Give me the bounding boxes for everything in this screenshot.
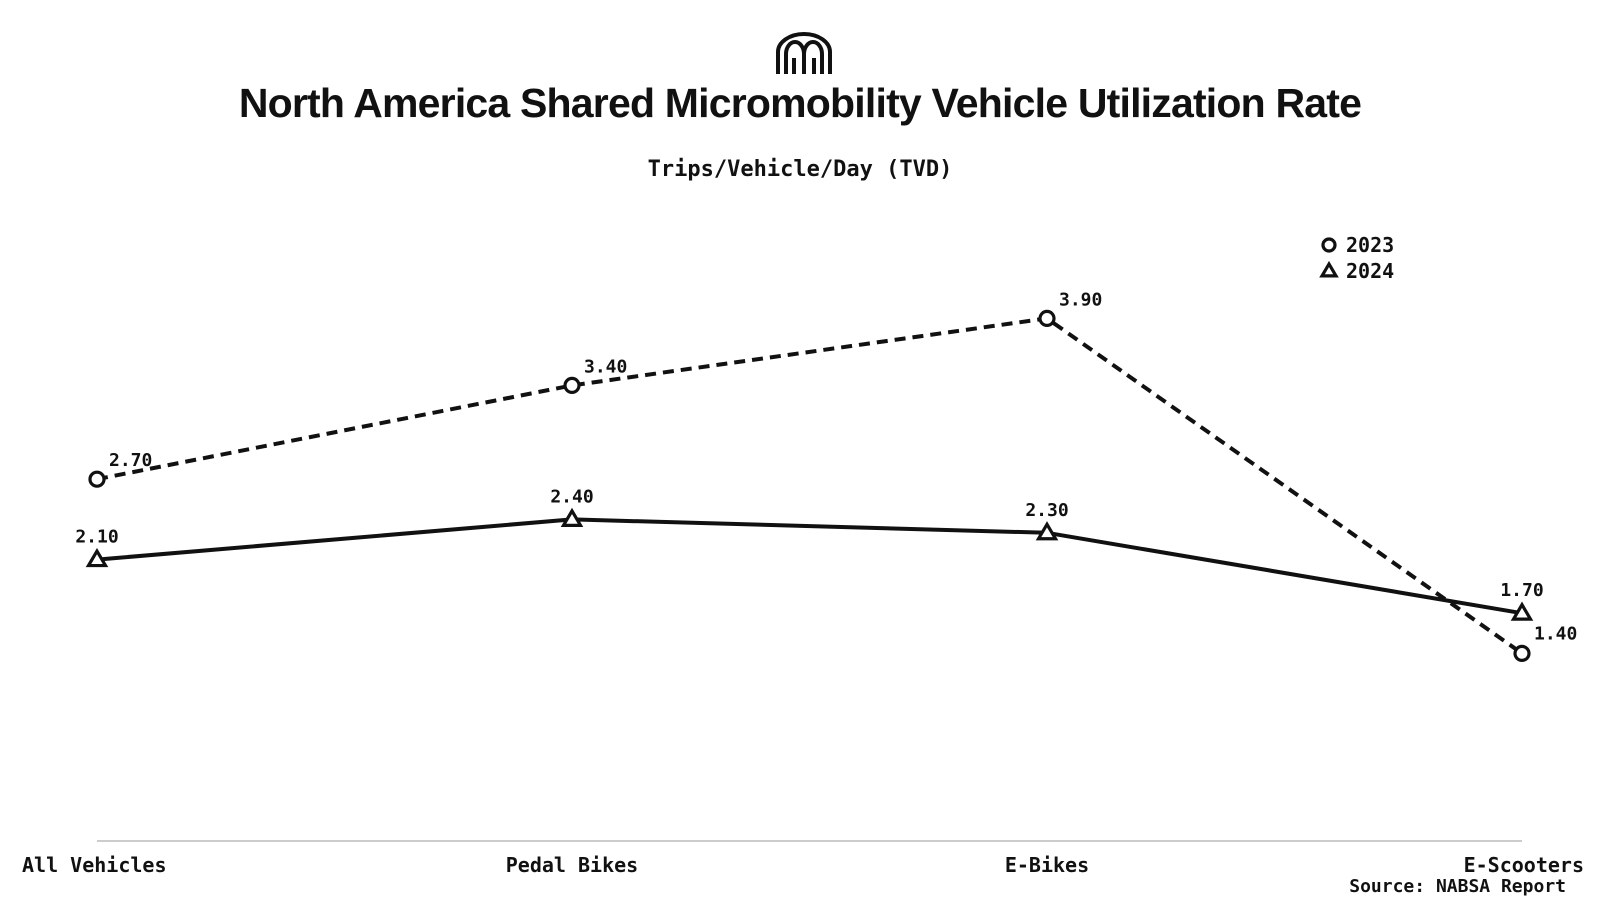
- data-point-2024: [1035, 521, 1059, 541]
- x-tick-label: All Vehicles: [22, 853, 167, 877]
- data-label-2024: 2.10: [75, 527, 118, 548]
- data-label-2024: 1.70: [1500, 580, 1543, 601]
- legend-label-2023: 2023: [1346, 233, 1394, 257]
- series-line-2024: [96, 517, 1523, 616]
- data-point-2023: [1513, 644, 1531, 663]
- legend-marker-2023: [1321, 237, 1337, 253]
- data-label-2024: 2.30: [1025, 500, 1068, 521]
- x-tick-label: E-Scooters: [1464, 853, 1584, 877]
- data-point-2024: [1510, 601, 1534, 621]
- data-label-2023: 2.70: [109, 450, 152, 471]
- data-point-2023: [563, 376, 581, 394]
- source-note: Source: NABSA Report: [1349, 876, 1566, 897]
- data-label-2023: 1.40: [1534, 623, 1577, 644]
- series-lines: [96, 316, 1524, 656]
- x-axis: All Vehicles Pedal Bikes E-Bikes E-Scooters: [22, 840, 1584, 877]
- data-point-2024: [560, 507, 584, 527]
- chart-subtitle: Trips/Vehicle/Day (TVD): [647, 157, 953, 182]
- data-point-2023: [88, 470, 106, 488]
- x-tick-label: Pedal Bikes: [506, 853, 638, 877]
- x-tick-label: E-Bikes: [1005, 853, 1089, 877]
- data-label-2024: 2.40: [550, 486, 593, 507]
- series-line-2023: [96, 316, 1524, 656]
- data-point-2023: [1038, 309, 1056, 327]
- legend-marker-2024: [1319, 260, 1339, 278]
- data-point-2024: [85, 547, 109, 568]
- series-markers: [85, 309, 1534, 663]
- data-labels: 2.70 3.40 3.90 1.40 2.10 2.40 2.30 1.70: [75, 289, 1577, 644]
- chart-title: North America Shared Micromobility Vehic…: [238, 80, 1362, 126]
- nabsa-logo-icon: [776, 32, 832, 74]
- data-label-2023: 3.90: [1059, 289, 1102, 310]
- data-label-2023: 3.40: [584, 356, 627, 377]
- legend-label-2024: 2024: [1346, 259, 1394, 283]
